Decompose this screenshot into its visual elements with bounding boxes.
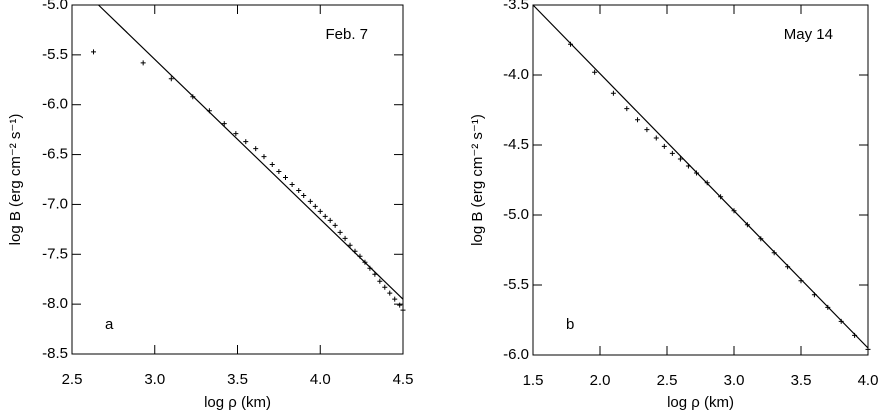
y-tick-label: -5.0 — [503, 206, 529, 223]
x-tick-label: 4.0 — [310, 371, 331, 388]
annotation: May 14 — [784, 26, 833, 43]
y-tick-label: -4.0 — [503, 66, 529, 83]
data-point — [677, 156, 683, 162]
panel-label: b — [566, 316, 574, 333]
data-point — [168, 76, 174, 82]
data-point — [327, 217, 333, 223]
data-point — [243, 139, 249, 145]
x-tick-label: 4.0 — [858, 372, 879, 389]
panel: 2.5 3.0 3.5 4.0 4.5 -8.5 -8.0 -7.5 -7.0 -6.5 -6.0 -… — [7, 0, 413, 411]
x-tick-label: 4.5 — [393, 371, 414, 388]
data-point — [669, 150, 675, 156]
y-tick-label: -8.0 — [42, 295, 68, 312]
y-tick-label: -3.5 — [503, 0, 529, 13]
data-point — [342, 235, 348, 241]
plot-frame — [71, 4, 404, 355]
data-point — [661, 143, 667, 149]
y-tick-label: -6.0 — [42, 96, 68, 113]
data-point — [233, 131, 239, 137]
panel-label: a — [105, 316, 114, 333]
fit-line — [98, 4, 404, 300]
data-point — [337, 229, 343, 235]
data-point — [91, 49, 97, 55]
x-tick-label: 2.5 — [62, 371, 83, 388]
data-point — [261, 154, 267, 160]
data-point — [296, 187, 302, 193]
fit-line — [532, 4, 869, 349]
x-tick-label: 3.5 — [227, 371, 248, 388]
data-point — [392, 296, 398, 302]
data-point — [400, 307, 406, 313]
data-point — [653, 135, 659, 141]
x-tick-label: 3.0 — [144, 371, 165, 388]
data-point — [317, 208, 323, 214]
y-tick-label: -6.0 — [503, 346, 529, 363]
x-tick-label: 2.5 — [657, 372, 678, 389]
x-tick-label: 2.0 — [590, 372, 611, 389]
data-point — [307, 198, 313, 204]
y-tick-label: -7.5 — [42, 245, 68, 262]
y-axis-label: log B (erg cm⁻² s⁻¹) — [7, 114, 24, 246]
plot-frame — [532, 4, 869, 356]
data-point — [592, 69, 598, 75]
y-tick-label: -4.5 — [503, 136, 529, 153]
data-point — [289, 181, 295, 187]
annotation: Feb. 7 — [325, 26, 368, 43]
x-tick-label: 3.0 — [724, 372, 745, 389]
y-tick-label: -5.5 — [42, 46, 68, 63]
data-point — [332, 222, 338, 228]
x-axis-label: log ρ (km) — [204, 394, 271, 411]
y-axis-label: log B (erg cm⁻² s⁻¹) — [469, 114, 486, 246]
data-point — [312, 203, 318, 209]
data-point — [276, 169, 282, 175]
data-point — [397, 302, 403, 308]
y-tick-label: -8.5 — [42, 345, 68, 362]
data-point — [377, 278, 383, 284]
data-point — [221, 121, 227, 127]
data-point — [624, 106, 630, 112]
data-point — [301, 192, 307, 198]
x-tick-label: 1.5 — [523, 372, 544, 389]
panel: 1.5 2.0 2.5 3.0 3.5 4.0 -6.0 -5.5 -5.0 -4.5 -4.0 -3… — [469, 0, 878, 411]
data-point — [140, 60, 146, 66]
data-point — [387, 290, 393, 296]
y-tick-label: -6.5 — [42, 146, 68, 163]
x-tick-label: 3.5 — [791, 372, 812, 389]
data-point — [282, 175, 288, 181]
data-point — [382, 284, 388, 290]
x-axis-label: log ρ (km) — [667, 394, 734, 411]
data-point — [322, 213, 328, 219]
y-tick-label: -7.0 — [42, 195, 68, 212]
data-point — [644, 127, 650, 133]
data-point — [635, 117, 641, 123]
y-tick-label: -5.0 — [42, 0, 68, 13]
data-point — [269, 162, 275, 168]
y-tick-label: -5.5 — [503, 276, 529, 293]
data-point — [253, 146, 259, 152]
data-point — [347, 242, 353, 248]
data-point — [610, 90, 616, 96]
